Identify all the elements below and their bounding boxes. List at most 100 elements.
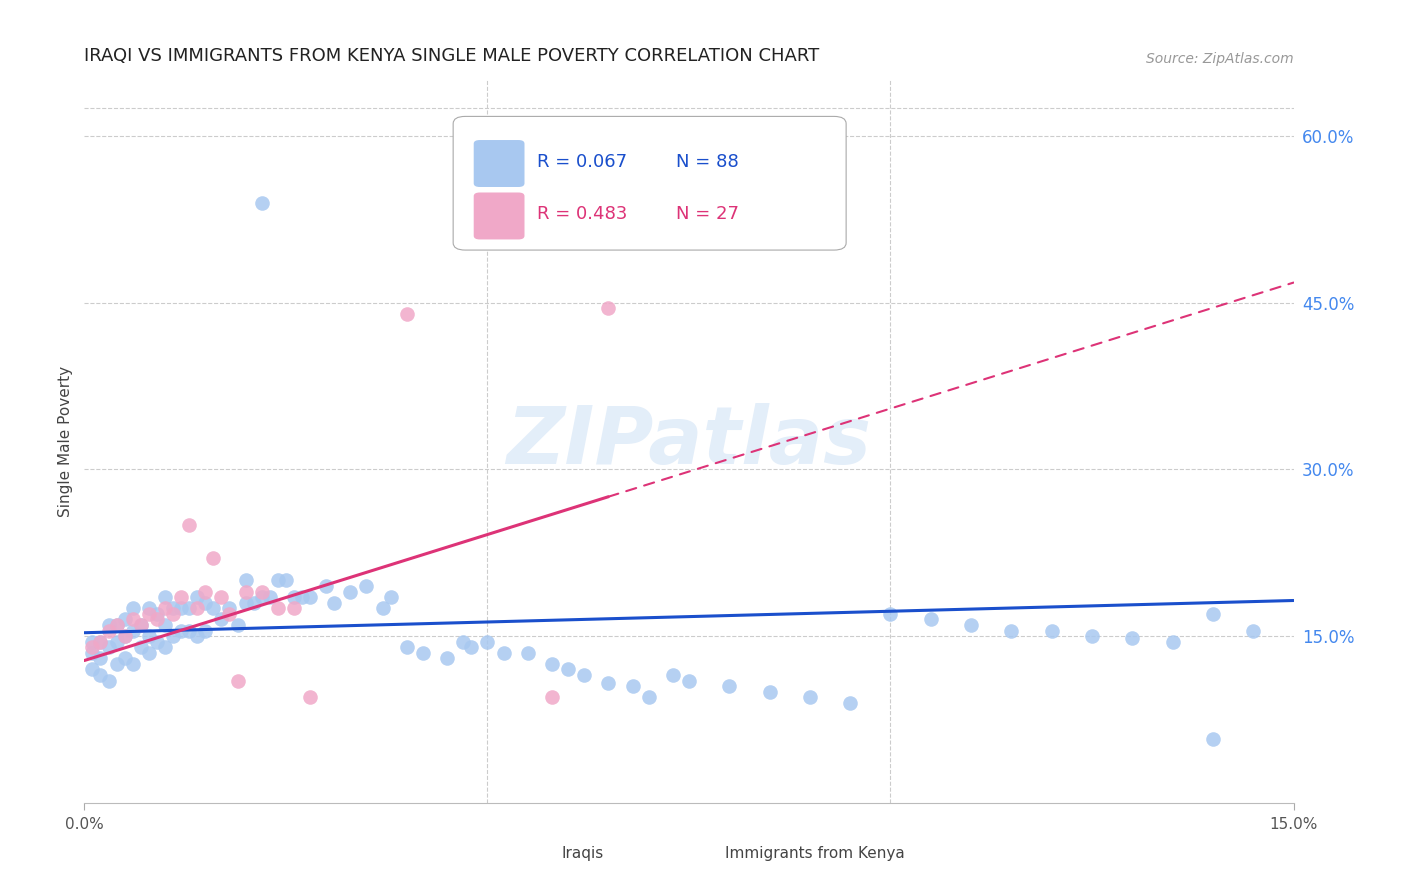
Point [1000, 624, 1022, 638]
Point [436, 651, 458, 665]
Point [114, 629, 136, 643]
Point [82, 640, 104, 655]
Point [259, 590, 281, 604]
FancyBboxPatch shape [672, 838, 720, 871]
Point [356, 579, 378, 593]
Point [121, 624, 143, 638]
Point [395, 640, 418, 655]
Point [250, 584, 273, 599]
FancyBboxPatch shape [509, 838, 557, 871]
Y-axis label: Single Male Poverty: Single Male Poverty [58, 366, 73, 517]
Point [226, 673, 249, 688]
Point [97, 640, 120, 655]
Point [129, 618, 152, 632]
Point [380, 590, 402, 604]
Point [283, 601, 305, 615]
Point [138, 607, 160, 621]
Point [598, 301, 620, 315]
Point [153, 618, 176, 632]
Point [179, 624, 201, 638]
Point [146, 607, 169, 621]
Point [153, 590, 176, 604]
FancyBboxPatch shape [453, 117, 846, 250]
Point [153, 601, 176, 615]
Point [121, 612, 143, 626]
Point [412, 646, 434, 660]
Point [138, 629, 160, 643]
Point [267, 574, 290, 588]
Point [557, 662, 579, 676]
Point [114, 612, 136, 626]
Point [89, 668, 111, 682]
Point [105, 618, 128, 632]
Point [89, 651, 111, 665]
Point [250, 195, 273, 210]
Point [1202, 607, 1225, 621]
Point [146, 612, 169, 626]
Point [186, 629, 208, 643]
Point [299, 590, 322, 604]
Point [162, 601, 184, 615]
Point [492, 646, 515, 660]
Point [105, 657, 128, 671]
Point [235, 574, 257, 588]
Text: Source: ZipAtlas.com: Source: ZipAtlas.com [1146, 52, 1294, 66]
Point [718, 679, 741, 693]
Point [395, 307, 418, 321]
Point [138, 646, 160, 660]
Point [1081, 629, 1104, 643]
Point [97, 618, 120, 632]
Point [541, 657, 564, 671]
Point [194, 584, 217, 599]
Point [218, 601, 240, 615]
Point [170, 590, 193, 604]
Point [202, 551, 225, 566]
Point [194, 624, 217, 638]
Text: R = 0.483: R = 0.483 [537, 205, 627, 223]
Text: ZIPatlas: ZIPatlas [506, 402, 872, 481]
Point [250, 590, 273, 604]
Text: IRAQI VS IMMIGRANTS FROM KENYA SINGLE MALE POVERTY CORRELATION CHART: IRAQI VS IMMIGRANTS FROM KENYA SINGLE MA… [84, 47, 820, 65]
Point [678, 673, 700, 688]
Point [235, 584, 257, 599]
Point [202, 601, 225, 615]
Point [274, 574, 297, 588]
Point [1202, 732, 1225, 747]
Point [477, 634, 499, 648]
Point [114, 651, 136, 665]
Text: N = 88: N = 88 [676, 153, 738, 170]
Point [138, 601, 160, 615]
Point [339, 584, 361, 599]
Point [114, 629, 136, 643]
Text: R = 0.067: R = 0.067 [537, 153, 627, 170]
Point [1161, 634, 1184, 648]
Point [153, 640, 176, 655]
Point [121, 601, 143, 615]
Point [460, 640, 482, 655]
Text: N = 27: N = 27 [676, 205, 738, 223]
Point [82, 634, 104, 648]
Point [226, 618, 249, 632]
Point [637, 690, 659, 705]
Point [179, 601, 201, 615]
Point [315, 579, 337, 593]
Point [960, 618, 983, 632]
Point [89, 634, 111, 648]
Point [97, 673, 120, 688]
Point [121, 657, 143, 671]
Point [105, 618, 128, 632]
FancyBboxPatch shape [474, 140, 524, 187]
Point [218, 607, 240, 621]
Point [598, 675, 620, 690]
Point [299, 690, 322, 705]
Point [920, 612, 942, 626]
Point [1040, 624, 1063, 638]
Point [129, 618, 152, 632]
Point [758, 684, 780, 698]
Point [194, 596, 217, 610]
Point [572, 668, 595, 682]
Point [242, 596, 264, 610]
Point [129, 640, 152, 655]
Point [283, 590, 305, 604]
Point [662, 668, 685, 682]
